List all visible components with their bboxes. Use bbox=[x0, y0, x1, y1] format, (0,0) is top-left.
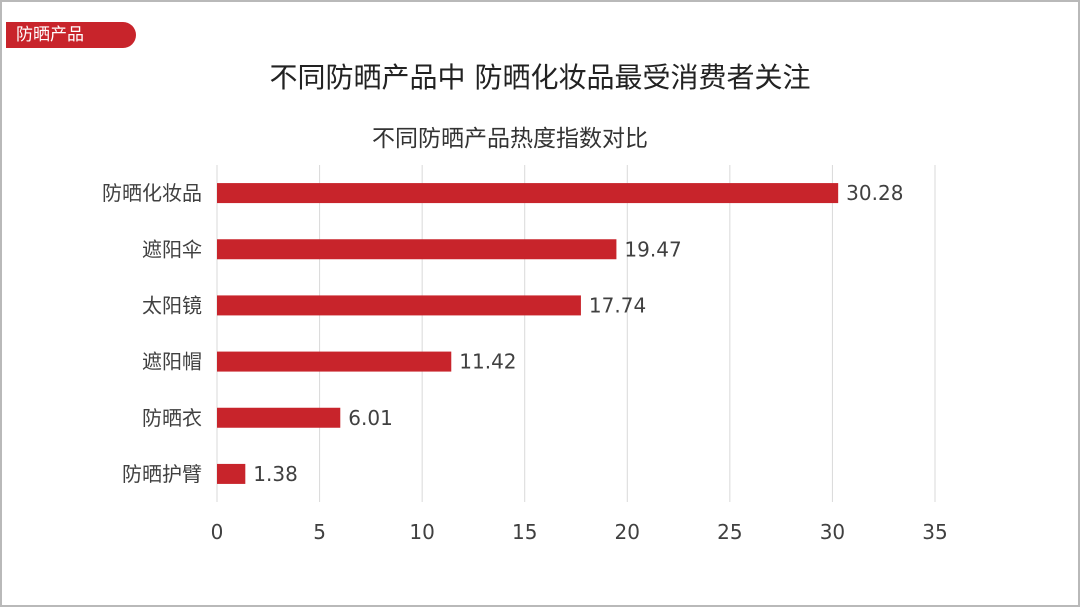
data-label: 19.47 bbox=[624, 237, 681, 261]
chart-title: 不同防晒产品热度指数对比 bbox=[372, 126, 648, 152]
grid-lines bbox=[216, 165, 936, 502]
data-label: 30.28 bbox=[846, 181, 903, 205]
x-tick-label: 20 bbox=[615, 520, 640, 544]
category-label: 防晒衣 bbox=[142, 406, 202, 430]
category-label: 防晒护臂 bbox=[122, 462, 202, 486]
labels: 0 5 10 15 20 25 30 35 防晒化妆品 30.28 遮阳伞 19.47 太阳镜 17.74… bbox=[102, 181, 948, 544]
x-tick-label: 0 bbox=[211, 520, 224, 544]
category-label: 遮阳伞 bbox=[142, 237, 202, 261]
x-tick-label: 25 bbox=[717, 520, 742, 544]
bars bbox=[217, 183, 839, 484]
data-label: 6.01 bbox=[348, 406, 393, 430]
data-label: 1.38 bbox=[253, 462, 298, 486]
x-tick-label: 15 bbox=[512, 520, 537, 544]
x-tick-label: 10 bbox=[409, 520, 434, 544]
section-tag: 防晒产品 bbox=[6, 22, 136, 48]
bar bbox=[217, 295, 581, 316]
bar bbox=[217, 463, 246, 484]
category-label: 防晒化妆品 bbox=[102, 181, 202, 205]
x-tick-label: 30 bbox=[820, 520, 845, 544]
category-label: 太阳镜 bbox=[142, 293, 202, 317]
x-tick-label: 35 bbox=[922, 520, 947, 544]
category-label: 遮阳帽 bbox=[142, 350, 202, 374]
x-tick-label: 5 bbox=[313, 520, 326, 544]
bar bbox=[217, 239, 617, 260]
bar bbox=[217, 183, 839, 204]
page-title: 不同防晒产品中 防晒化妆品最受消费者关注 bbox=[269, 61, 811, 94]
bar bbox=[217, 407, 341, 428]
data-label: 17.74 bbox=[589, 293, 646, 317]
data-label: 11.42 bbox=[459, 350, 516, 374]
bar bbox=[217, 351, 452, 372]
